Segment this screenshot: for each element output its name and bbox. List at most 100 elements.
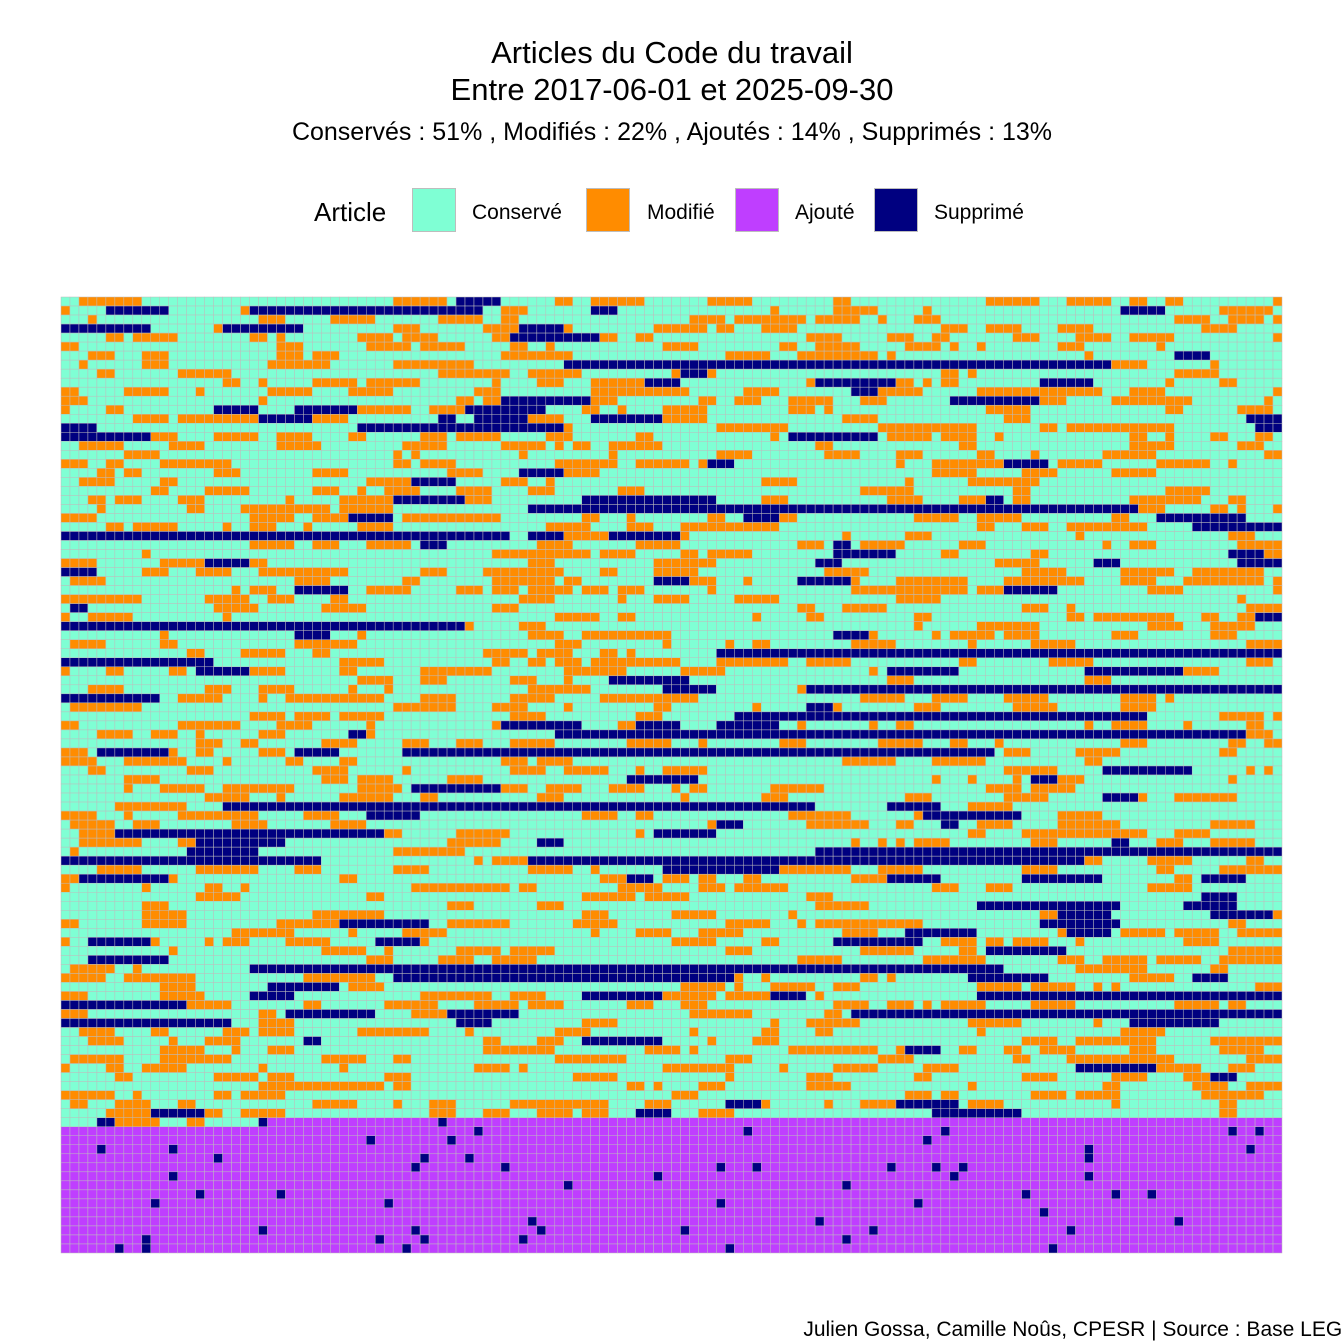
waffle-cell — [635, 594, 645, 604]
waffle-cell — [1272, 377, 1283, 388]
waffle-cell — [1066, 332, 1076, 343]
waffle-cell — [168, 567, 178, 577]
waffle-cell — [725, 296, 735, 307]
waffle-cell — [177, 377, 187, 388]
waffle-cell — [617, 332, 627, 343]
waffle-cell — [509, 296, 520, 307]
waffle-cell — [608, 594, 618, 604]
waffle-cell — [114, 540, 125, 550]
waffle-cell — [195, 594, 205, 604]
waffle-cell — [1138, 305, 1148, 316]
waffle-cell — [1236, 368, 1247, 379]
waffle-cell — [473, 296, 484, 307]
waffle-cell — [1021, 540, 1031, 550]
waffle-cell — [1111, 377, 1121, 388]
waffle-cell — [78, 296, 89, 307]
waffle-cell — [886, 441, 897, 451]
waffle-cell — [168, 477, 178, 487]
waffle-cell — [635, 513, 645, 523]
waffle-cell — [931, 395, 942, 406]
waffle-cell — [527, 477, 538, 487]
waffle-cell — [473, 540, 484, 550]
waffle-cell — [1218, 585, 1229, 595]
waffle-cell — [707, 296, 717, 307]
waffle-cell — [473, 314, 484, 325]
waffle-cell — [1084, 567, 1094, 577]
waffle-cell — [716, 395, 726, 406]
waffle-cell — [186, 414, 196, 424]
waffle-cell — [761, 377, 771, 388]
waffle-cell — [1200, 314, 1211, 325]
waffle-cell — [814, 486, 825, 496]
waffle-cell — [617, 350, 627, 361]
waffle-cell — [904, 323, 915, 334]
waffle-cell — [392, 558, 403, 568]
waffle-cell — [455, 450, 466, 460]
waffle-cell — [967, 341, 978, 352]
waffle-cell — [330, 423, 340, 433]
waffle-cell — [186, 558, 196, 568]
waffle-cell — [1093, 585, 1103, 595]
waffle-cell — [904, 432, 915, 442]
waffle-cell — [536, 522, 547, 532]
waffle-cell — [195, 441, 205, 451]
waffle-cell — [554, 549, 565, 559]
waffle-cell — [455, 359, 466, 370]
waffle-cell — [464, 441, 475, 451]
waffle-cell — [1209, 305, 1220, 316]
waffle-cell — [240, 459, 250, 469]
waffle-cell — [150, 558, 161, 568]
waffle-cell — [626, 549, 636, 559]
waffle-cell — [1156, 513, 1166, 523]
waffle-cell — [249, 305, 259, 316]
waffle-cell — [509, 341, 520, 352]
waffle-cell — [976, 504, 986, 514]
waffle-cell — [761, 459, 771, 469]
waffle-cell — [841, 359, 852, 370]
waffle-cell — [680, 414, 690, 424]
waffle-cell — [796, 395, 807, 406]
waffle-cell — [635, 432, 645, 442]
waffle-cell — [339, 414, 349, 424]
waffle-cell — [141, 594, 152, 604]
waffle-cell — [913, 404, 924, 415]
waffle-cell — [141, 323, 152, 334]
waffle-cell — [78, 441, 89, 451]
waffle-cell — [886, 350, 897, 361]
waffle-cell — [339, 594, 349, 604]
waffle-cell — [1021, 558, 1031, 568]
waffle-cell — [1272, 450, 1283, 460]
waffle-cell — [1102, 386, 1112, 397]
waffle-cell — [123, 305, 134, 316]
waffle-cell — [698, 395, 708, 406]
waffle-cell — [545, 567, 556, 577]
waffle-cell — [608, 477, 618, 487]
waffle-cell — [617, 423, 627, 433]
waffle-cell — [698, 495, 708, 505]
waffle-cell — [1030, 432, 1040, 442]
waffle-cell — [339, 567, 349, 577]
waffle-cell — [1120, 576, 1130, 586]
waffle-cell — [249, 531, 259, 541]
waffle-cell — [581, 594, 591, 604]
waffle-cell — [707, 504, 717, 514]
waffle-cell — [1236, 549, 1247, 559]
waffle-cell — [141, 585, 152, 595]
waffle-cell — [69, 513, 80, 523]
waffle-cell — [608, 359, 618, 370]
waffle-cell — [752, 305, 762, 316]
waffle-cell — [87, 612, 98, 622]
waffle-cell — [841, 567, 852, 577]
waffle-cell — [743, 468, 753, 478]
waffle-cell — [357, 305, 367, 316]
waffle-cell — [141, 432, 152, 442]
waffle-cell — [500, 522, 511, 532]
waffle-cell — [635, 495, 645, 505]
waffle-cell — [1111, 332, 1121, 343]
waffle-cell — [590, 450, 600, 460]
waffle-cell — [1165, 513, 1175, 523]
waffle-cell — [563, 522, 573, 532]
waffle-cell — [473, 414, 484, 424]
waffle-cell — [1084, 504, 1094, 514]
waffle-cell — [904, 359, 915, 370]
